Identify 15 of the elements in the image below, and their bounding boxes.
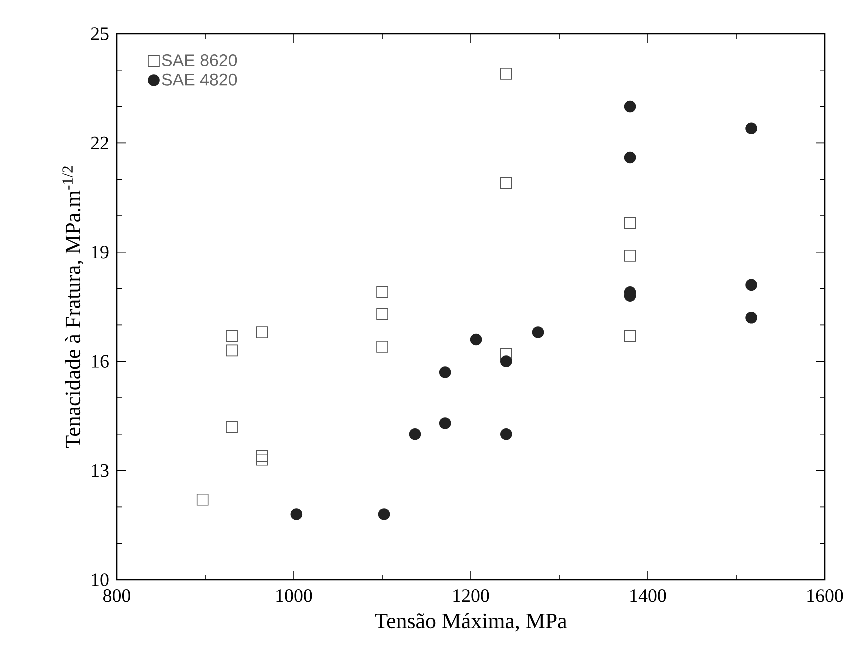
y-tick-label: 16 <box>92 355 109 368</box>
y-tick-label: 19 <box>92 246 109 259</box>
legend-label: SAE 8620 <box>162 54 238 67</box>
legend-label: SAE 4820 <box>162 74 238 86</box>
y-tick-label: 25 <box>91 28 109 40</box>
x-tick-label: 1400 <box>630 590 666 602</box>
x-tick-label: 1200 <box>454 590 490 602</box>
y-tick-label: 10 <box>92 574 109 586</box>
y-tick-label: 22 <box>91 136 108 150</box>
y-tick-label: 13 <box>92 464 109 478</box>
x-tick-label: 800 <box>104 590 130 602</box>
x-axis-title: Tensão Máxima, MPa <box>375 613 568 632</box>
x-tick-label: 1000 <box>276 590 312 602</box>
y-axis-title: Tenacidade à Fratura, MPa.m$^{-1/2}$ <box>62 166 84 448</box>
x-tick-label: 1600 <box>808 590 844 602</box>
